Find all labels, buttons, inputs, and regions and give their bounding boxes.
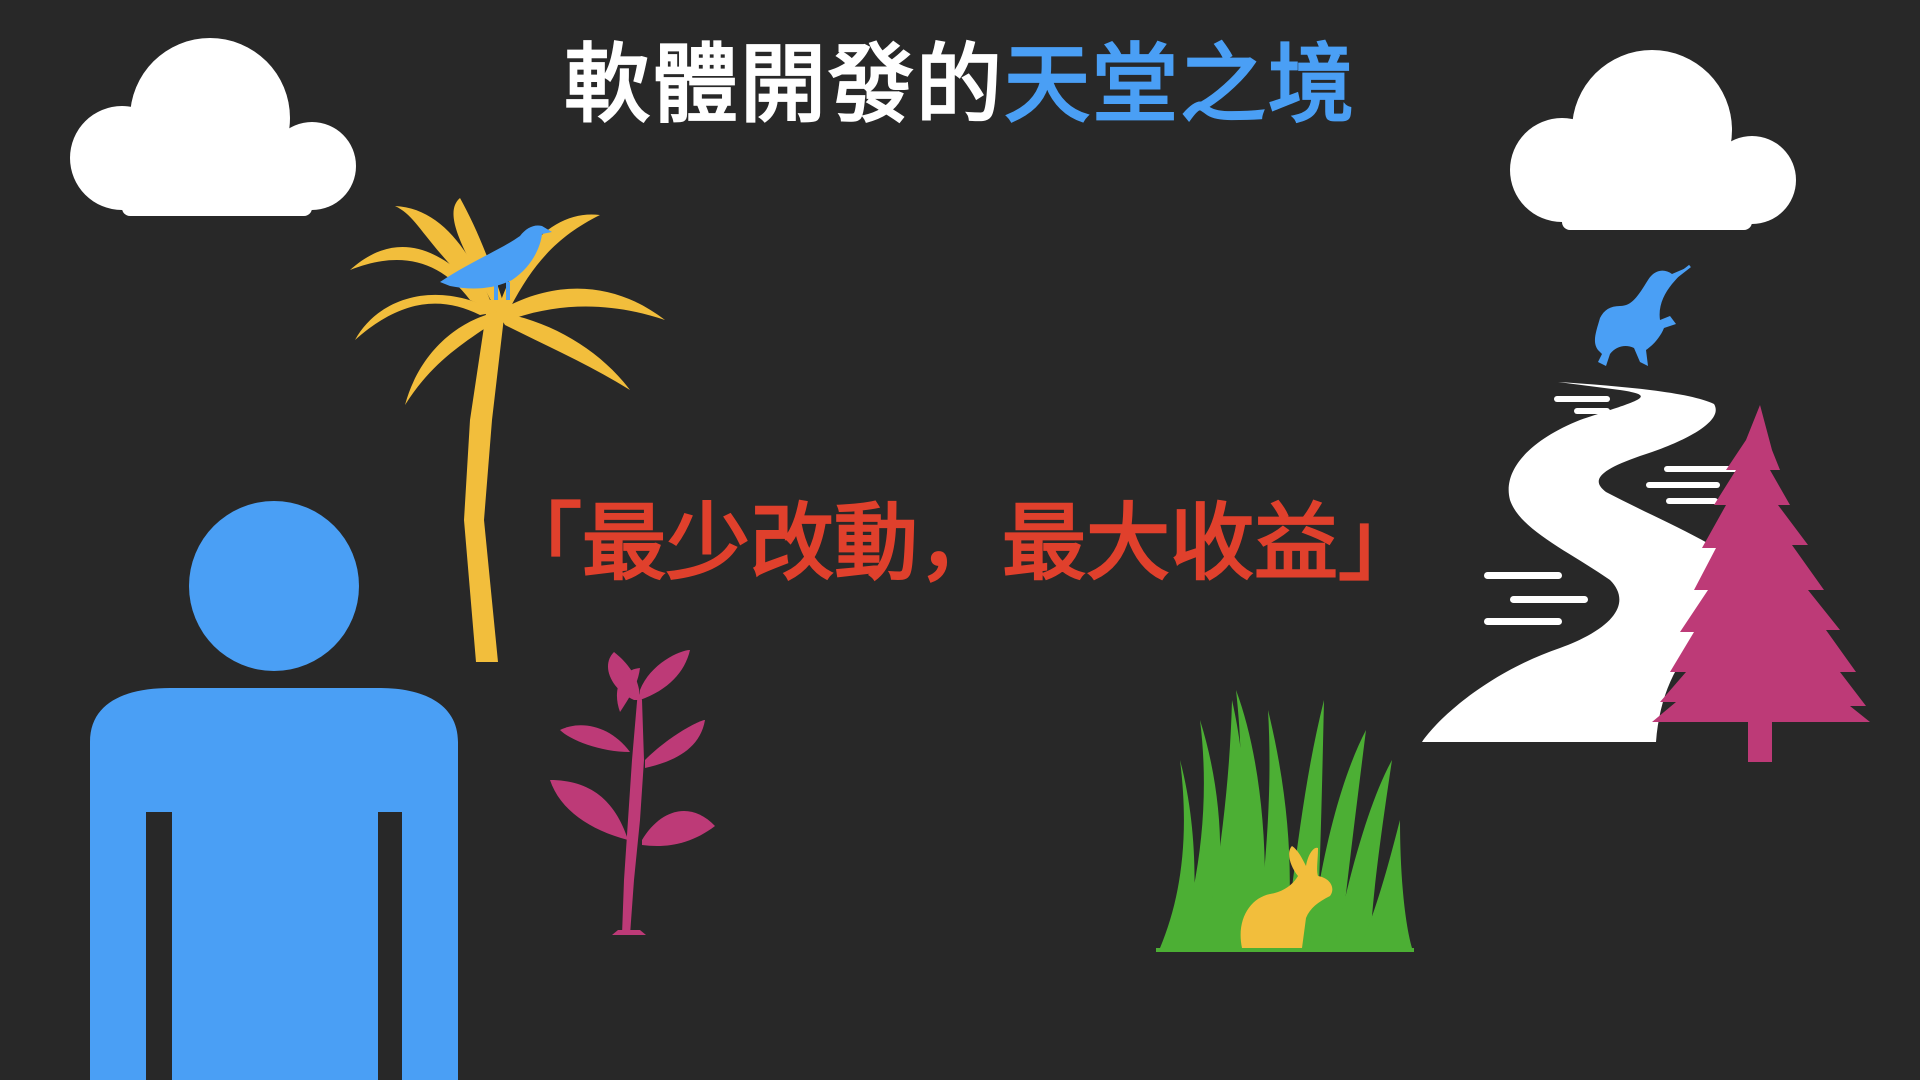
page-title-part-2: 天堂之境 <box>1004 35 1356 135</box>
page-title: 軟體開發的天堂之境 <box>0 30 1920 140</box>
slogan-text: 「最少改動，最大收益」 <box>497 494 1422 592</box>
person-icon <box>90 501 458 1080</box>
page-title-part-1: 軟體開發的 <box>564 35 1004 135</box>
cloud-left-icon <box>70 38 356 216</box>
pine-tree-icon <box>1652 405 1870 762</box>
cloud-right-icon <box>1510 50 1796 230</box>
sprout-plant-icon <box>550 650 715 935</box>
winding-path-icon <box>1422 382 1740 742</box>
rabbit-icon <box>1240 846 1333 948</box>
bird-icon <box>440 225 552 300</box>
unicorn-icon <box>1594 264 1691 366</box>
